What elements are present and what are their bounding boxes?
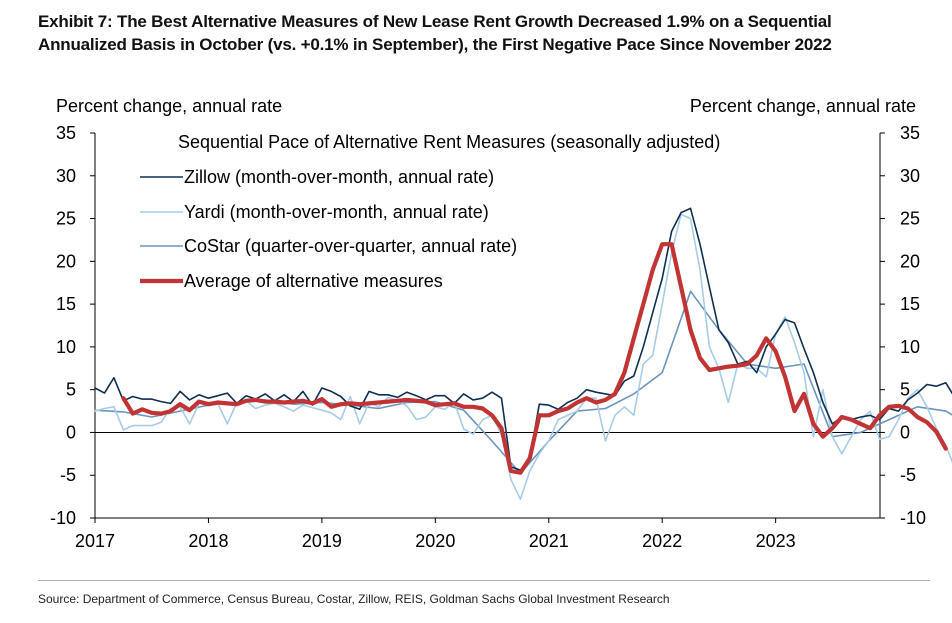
exhibit-title-line-1: Exhibit 7: The Best Alternative Measures…	[38, 12, 832, 31]
y-tick-label-left: 5	[66, 380, 76, 400]
series-line-2	[94, 290, 952, 475]
legend-label-3: Average of alternative measures	[184, 271, 443, 291]
series-line-3	[121, 242, 948, 475]
y-tick-label-left: 20	[56, 251, 76, 271]
source-note: Source: Department of Commerce, Census B…	[38, 592, 670, 606]
y-tick-label-right: 5	[900, 380, 910, 400]
y-tick-label-left: -5	[60, 465, 76, 485]
y-tick-label-left: 0	[66, 422, 76, 442]
x-tick-label: 2022	[642, 531, 682, 551]
y-tick-label-left: 15	[56, 294, 76, 314]
y-tick-label-left: 35	[56, 123, 76, 143]
y-tick-label-left: 30	[56, 166, 76, 186]
chart-title: Sequential Pace of Alternative Rent Meas…	[178, 132, 720, 152]
exhibit-title-line-2: Annualized Basis in October (vs. +0.1% i…	[38, 35, 832, 54]
y-tick-label-right: 35	[900, 123, 920, 143]
y-axis-label-right: Percent change, annual rate	[690, 96, 916, 116]
y-tick-label-right: 30	[900, 166, 920, 186]
exhibit-title: Exhibit 7: The Best Alternative Measures…	[38, 10, 938, 56]
y-tick-label-right: -5	[900, 465, 916, 485]
x-tick-label: 2023	[756, 531, 796, 551]
y-tick-label-right: 15	[900, 294, 920, 314]
legend-label-1: Yardi (month-over-month, annual rate)	[184, 202, 489, 222]
legend-label-0: Zillow (month-over-month, annual rate)	[184, 167, 494, 187]
y-tick-label-left: 25	[56, 209, 76, 229]
series-line-1	[94, 213, 952, 501]
chart-series	[94, 207, 952, 501]
y-axis-label-left: Percent change, annual rate	[56, 96, 282, 116]
x-tick-label: 2018	[188, 531, 228, 551]
x-tick-label: 2017	[75, 531, 115, 551]
x-tick-label: 2019	[302, 531, 342, 551]
y-tick-label-right: 20	[900, 251, 920, 271]
y-tick-label-left: 10	[56, 337, 76, 357]
y-tick-label-right: 0	[900, 422, 910, 442]
footer-divider	[38, 580, 930, 581]
x-tick-label: 2021	[529, 531, 569, 551]
chart-legend: Zillow (month-over-month, annual rate) Ya…	[140, 167, 517, 291]
legend-label-2: CoStar (quarter-over-quarter, annual rat…	[184, 236, 517, 256]
y-tick-label-right: 25	[900, 209, 920, 229]
y-tick-label-left: -10	[50, 508, 76, 528]
y-tick-label-right: -10	[900, 508, 926, 528]
y-tick-label-right: 10	[900, 337, 920, 357]
x-tick-label: 2020	[415, 531, 455, 551]
